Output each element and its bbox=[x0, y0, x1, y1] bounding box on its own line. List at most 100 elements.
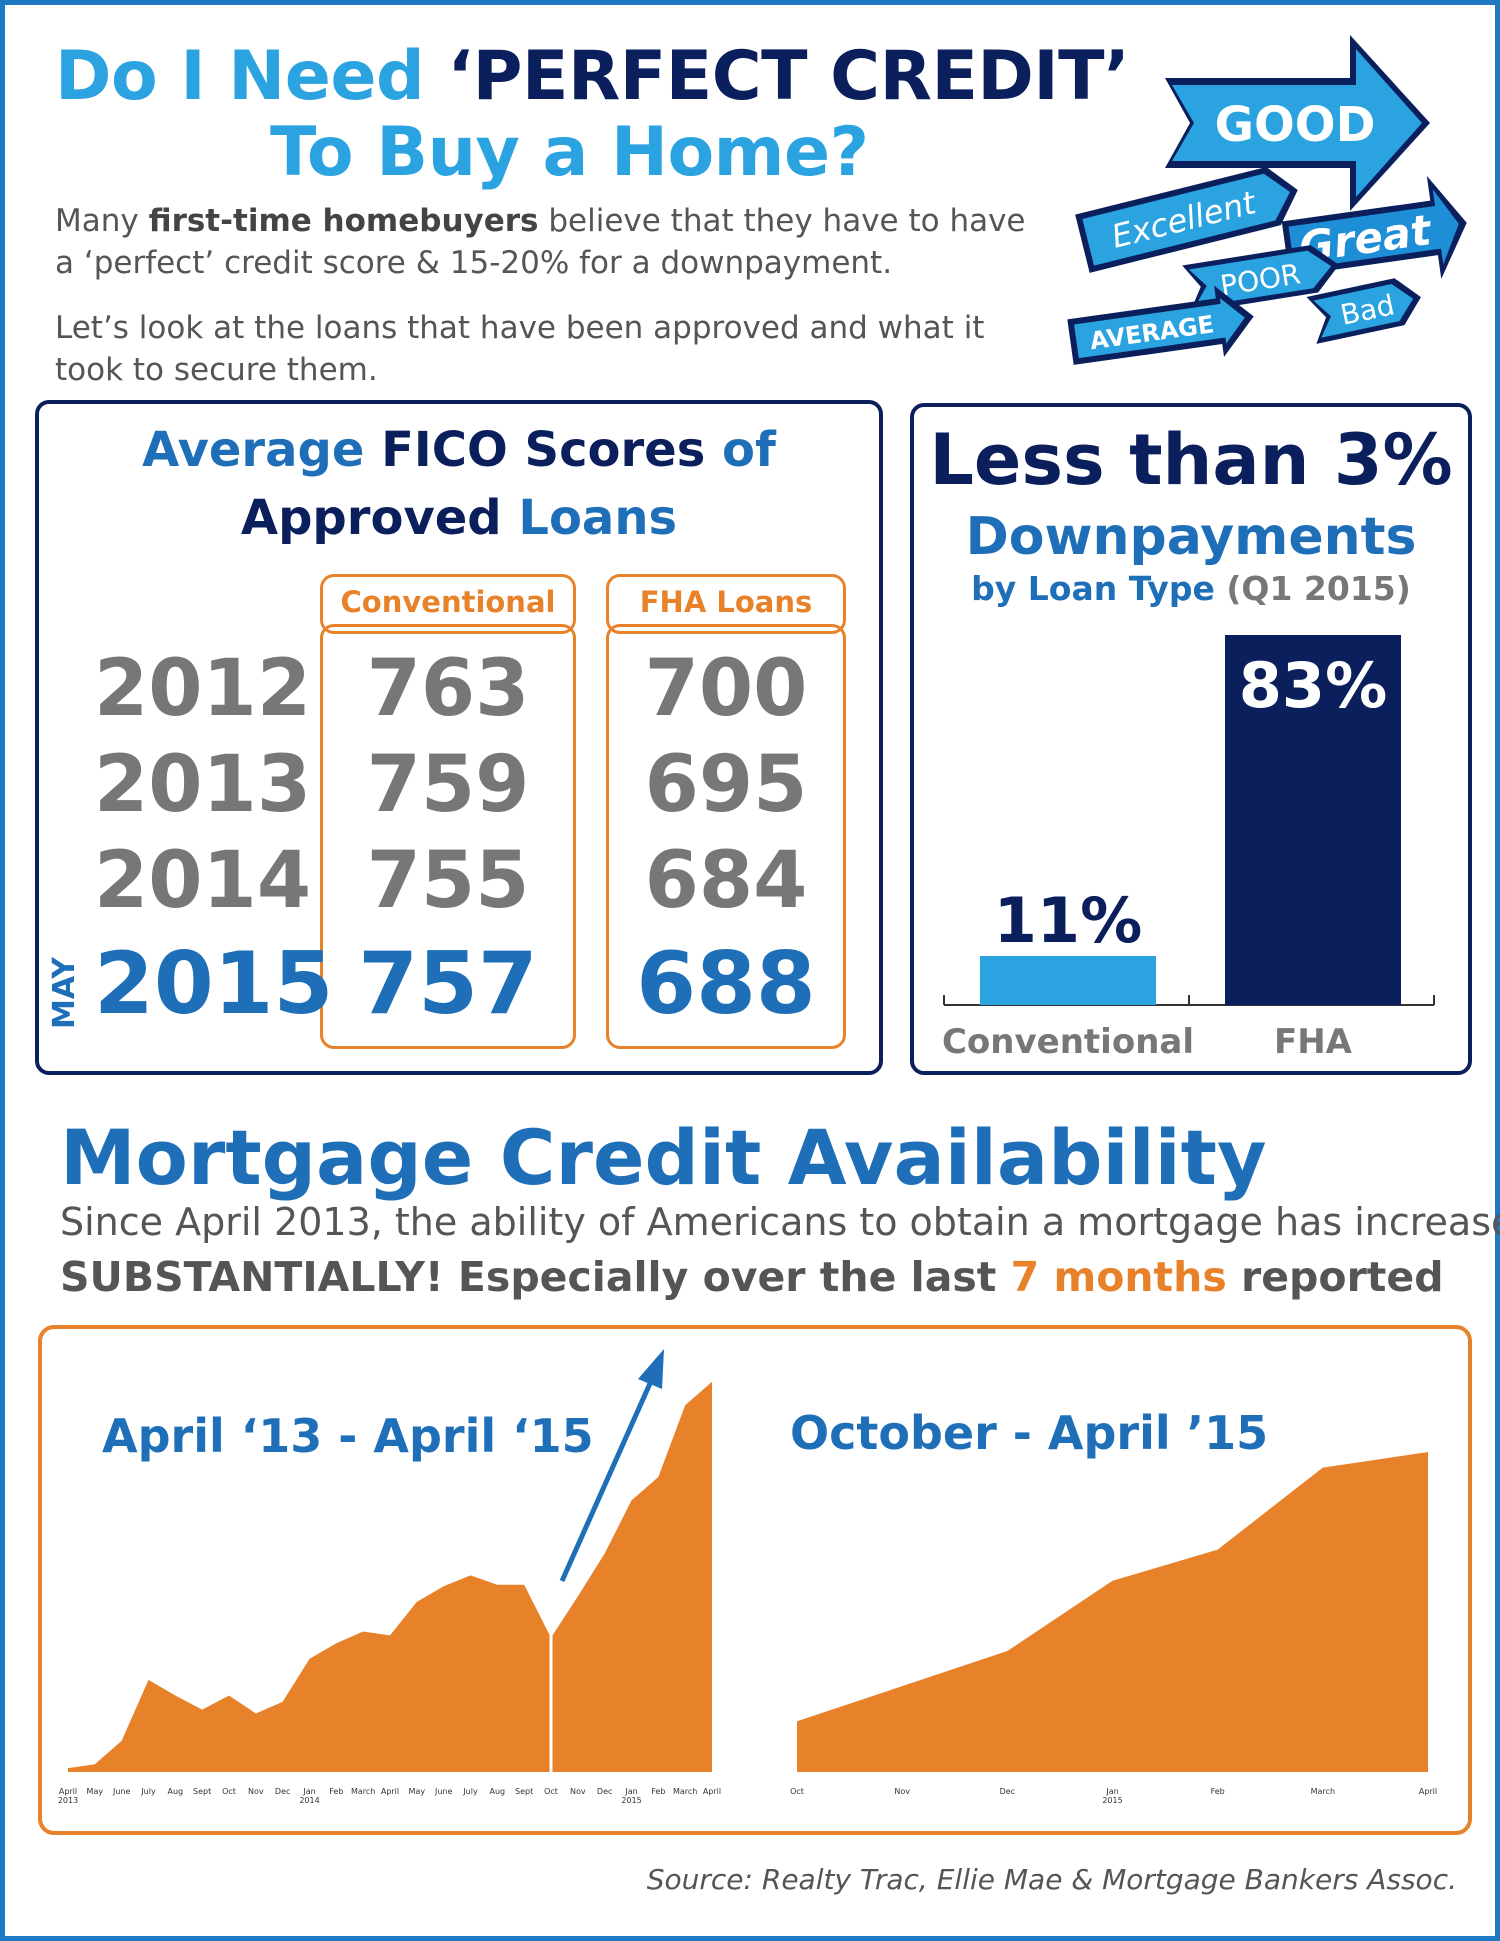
area-tick-label: July bbox=[462, 1787, 478, 1796]
mca-subtitle-1: Since April 2013, the ability of America… bbox=[60, 1200, 1500, 1244]
area-tick-label: Dec bbox=[275, 1787, 290, 1796]
fico-conv-2013: 759 bbox=[366, 740, 530, 830]
fico-fha-2012: 700 bbox=[644, 644, 808, 734]
arrow-excellent: Excellent bbox=[1075, 166, 1298, 273]
page-title-line1: Do I Need ‘PERFECT CREDIT’ bbox=[55, 37, 1130, 116]
fico-fha-2014: 684 bbox=[644, 836, 808, 926]
area-tick-label: Feb bbox=[651, 1787, 665, 1796]
area-fill-2 bbox=[797, 1452, 1428, 1772]
col-head-conventional: Conventional bbox=[340, 585, 556, 619]
title-part1: Do I Need bbox=[55, 37, 425, 116]
area-tick-label: Jan 2015 bbox=[621, 1787, 641, 1805]
area-tick-label: Sept bbox=[193, 1787, 211, 1796]
bar-category-label-fha: FHA bbox=[1274, 1022, 1353, 1062]
area-chart-2-title: October - April ’15 bbox=[790, 1406, 1268, 1460]
arrow-good: GOOD bbox=[1165, 35, 1430, 211]
area-tick-label: Jan 2015 bbox=[1102, 1787, 1122, 1805]
mca-sub2-a: SUBSTANTIALLY! Especially over the last bbox=[60, 1253, 1011, 1301]
col-head-box-fha bbox=[606, 574, 846, 634]
fico-fha-2015: 688 bbox=[636, 934, 816, 1034]
fico-title-w2: FICO Scores bbox=[381, 422, 706, 478]
area-tick-label: Oct bbox=[790, 1787, 804, 1796]
downpay-caption-b: (Q1 2015) bbox=[1214, 569, 1411, 608]
fico-title-w1: Average bbox=[142, 422, 365, 478]
bar-value-label-conventional: 11% bbox=[994, 884, 1142, 957]
area-tick-label: April 2013 bbox=[58, 1787, 78, 1805]
area-tick-label: Jan 2014 bbox=[299, 1787, 319, 1805]
area-tick-label: Oct bbox=[544, 1787, 558, 1796]
area-tick-label: Aug bbox=[168, 1787, 184, 1796]
area-tick-label: Oct bbox=[222, 1787, 236, 1796]
fico-fha-2013: 695 bbox=[644, 740, 808, 830]
mca-title: Mortgage Credit Availability bbox=[60, 1113, 1267, 1202]
intro1-text-a: Many bbox=[55, 203, 149, 239]
bar-category-label-conventional: Conventional bbox=[942, 1022, 1194, 1062]
trend-arrow-head bbox=[638, 1349, 664, 1389]
trend-arrow-line bbox=[559, 1377, 655, 1583]
area-tick-label: Dec bbox=[1000, 1787, 1015, 1796]
area-tick-label: Nov bbox=[894, 1787, 910, 1796]
mca-charts-panel: April 2013 May June July Aug Sept Oct Nov Dec Jan 2… bbox=[38, 1325, 1472, 1835]
intro1-bold: first-time homebuyers bbox=[148, 203, 539, 239]
area-tick-label: March bbox=[351, 1787, 375, 1796]
fico-title-w3: of bbox=[722, 422, 776, 478]
col-box-fha bbox=[606, 624, 846, 1049]
arrow-average: AVERAGE bbox=[1067, 285, 1254, 365]
col-head-fha: FHA Loans bbox=[639, 585, 813, 619]
fico-title-w5: Loans bbox=[518, 490, 678, 546]
downpay-caption-a: by Loan Type bbox=[971, 569, 1215, 608]
downpay-caption: by Loan Type (Q1 2015) bbox=[914, 569, 1468, 608]
title-part2: ‘PERFECT CREDIT’ bbox=[447, 37, 1130, 116]
area-tick-label: April bbox=[703, 1787, 721, 1796]
downpayment-panel: Less than 3% Downpayments by Loan Type (… bbox=[910, 403, 1472, 1075]
intro-paragraph-2: Let’s look at the loans that have been a… bbox=[55, 310, 985, 388]
downpay-title: Less than 3% bbox=[929, 419, 1453, 501]
fico-conv-2014: 755 bbox=[366, 836, 530, 926]
credit-arrows-illustration: GOOD Great Excellent POOR Bad AVERAGE bbox=[1067, 35, 1467, 365]
area-fill-1-a bbox=[68, 1575, 551, 1772]
col-box-conventional bbox=[320, 624, 576, 1049]
area-tick-label: Feb bbox=[1211, 1787, 1225, 1796]
year-2014: 2014 bbox=[94, 836, 312, 926]
area-tick-label: June bbox=[112, 1787, 130, 1796]
month-label: MAY bbox=[47, 957, 82, 1029]
year-2013: 2013 bbox=[94, 740, 312, 830]
area-tick-label: March bbox=[673, 1787, 697, 1796]
mca-sub2-months: 7 months bbox=[1010, 1253, 1227, 1301]
intro1-text-c: believe that they have to have a ‘perfec… bbox=[55, 203, 1026, 281]
area-tick-label: July bbox=[140, 1787, 156, 1796]
fico-panel: Average FICO Scores of Approved Loans Co… bbox=[35, 400, 883, 1075]
area-tick-label: April bbox=[381, 1787, 399, 1796]
area-tick-label: Aug bbox=[490, 1787, 506, 1796]
fico-conv-2012: 763 bbox=[366, 644, 530, 734]
area-tick-label: April bbox=[1419, 1787, 1437, 1796]
area-fill-1-b bbox=[551, 1381, 712, 1772]
intro-paragraph-1: Many first-time homebuyers believe that … bbox=[55, 200, 1035, 284]
area-tick-label: May bbox=[409, 1787, 426, 1796]
page-title-line2: To Buy a Home? bbox=[270, 113, 869, 192]
area-tick-label: Nov bbox=[248, 1787, 264, 1796]
fico-conv-2015: 757 bbox=[358, 934, 538, 1034]
area-tick-label: May bbox=[87, 1787, 104, 1796]
downpay-subtitle: Downpayments bbox=[965, 507, 1417, 567]
area-chart-1-title: April ‘13 - April ‘15 bbox=[102, 1409, 594, 1463]
area-tick-label: March bbox=[1311, 1787, 1335, 1796]
mca-sub2-c: reported bbox=[1226, 1253, 1444, 1301]
fico-title-line2: Approved Loans bbox=[39, 490, 879, 546]
fico-title-w4: Approved bbox=[240, 490, 502, 546]
bar-conventional bbox=[980, 955, 1156, 1005]
area-tick-label: Dec bbox=[597, 1787, 612, 1796]
bar-fha bbox=[1225, 635, 1401, 1005]
area-tick-label: Nov bbox=[570, 1787, 586, 1796]
area-tick-label: Feb bbox=[329, 1787, 343, 1796]
arrow-bad: Bad bbox=[1306, 278, 1421, 344]
area-tick-label: June bbox=[434, 1787, 453, 1796]
area-tick-label: Sept bbox=[515, 1787, 533, 1796]
col-head-box-conventional bbox=[320, 574, 576, 634]
mca-subtitle-2: SUBSTANTIALLY! Especially over the last … bbox=[60, 1253, 1444, 1301]
year-2012: 2012 bbox=[94, 644, 312, 734]
fico-title-line1: Average FICO Scores of bbox=[39, 422, 879, 478]
source-note: Source: Realty Trac, Ellie Mae & Mortgag… bbox=[646, 1863, 1457, 1896]
year-2015: 2015 bbox=[94, 934, 334, 1034]
